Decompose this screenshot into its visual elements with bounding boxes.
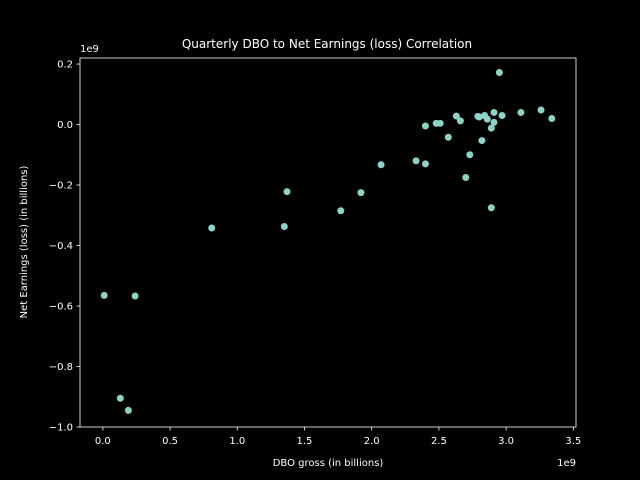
scatter-point (490, 118, 498, 126)
scatter-point (483, 115, 491, 123)
scatter-point (537, 106, 545, 114)
scatter-point (280, 222, 288, 230)
x-tick-label: 0.5 (162, 436, 178, 447)
y-axis-ticks: −1.0 −0.8 −0.6 −0.4 −0.2 0.0 0.2 (49, 60, 80, 434)
scatter-point (357, 189, 365, 197)
y-tick-label: −1.0 (49, 423, 73, 434)
scatter-point (478, 137, 486, 145)
scatter-point (124, 406, 132, 414)
y-tick-label: 0.2 (57, 60, 73, 71)
scatter-point (498, 111, 506, 119)
y-tick-label: −0.4 (49, 241, 73, 252)
y-tick-label: −0.8 (49, 362, 73, 373)
scatter-point (456, 117, 464, 125)
x-tick-label: 2.0 (364, 436, 380, 447)
scatter-point (466, 151, 474, 159)
scatter-point (487, 204, 495, 212)
scatter-point (421, 122, 429, 130)
plot-area: 0.0 0.5 1.0 1.5 2.0 2.5 3.0 3.5 −1.0 −0.8 −0.6 −0.… (49, 57, 581, 447)
scatter-point (444, 133, 452, 141)
x-tick-label: 3.5 (565, 436, 581, 447)
scatter-point (100, 291, 108, 299)
scatter-point (421, 160, 429, 168)
x-tick-label: 0.0 (95, 436, 111, 447)
scatter-point (377, 161, 385, 169)
scatter-point (116, 394, 124, 402)
x-tick-label: 1.5 (297, 436, 313, 447)
scatter-point (131, 292, 139, 300)
y-tick-label: −0.6 (49, 302, 73, 313)
x-axis-offset-label: 1e9 (557, 458, 576, 469)
x-tick-label: 1.0 (229, 436, 245, 447)
chart-title: Quarterly DBO to Net Earnings (loss) Cor… (182, 37, 472, 51)
y-tick-label: −0.2 (49, 181, 73, 192)
y-axis-label: Net Earnings (loss) (in billions) (19, 165, 30, 318)
scatter-point (283, 188, 291, 196)
y-tick-label: 0.0 (57, 120, 73, 131)
scatter-point (462, 173, 470, 181)
scatter-point (337, 207, 345, 215)
scatter-point (452, 112, 460, 120)
scatter-point (487, 124, 495, 132)
scatter-point (208, 224, 216, 232)
x-tick-label: 3.0 (498, 436, 514, 447)
scatter-point (548, 114, 556, 122)
axes-frame (79, 57, 577, 428)
x-tick-label: 2.5 (431, 436, 447, 447)
y-axis-offset-label: 1e9 (80, 44, 99, 55)
data-points (100, 69, 556, 414)
scatter-point (517, 108, 525, 116)
x-axis-label: DBO gross (in billions) (273, 458, 384, 469)
scatter-point (412, 157, 420, 165)
scatter-point (495, 69, 503, 77)
scatter-point (490, 108, 498, 116)
x-axis-ticks: 0.0 0.5 1.0 1.5 2.0 2.5 3.0 3.5 (95, 427, 581, 447)
scatter-point (475, 113, 483, 121)
scatter-point (436, 119, 444, 127)
